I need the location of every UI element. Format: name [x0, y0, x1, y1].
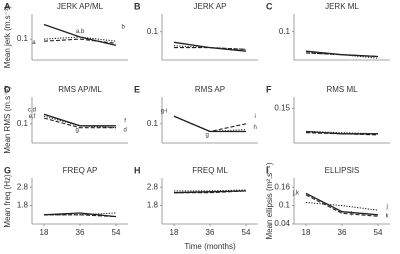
y-axis-label: Mean RMS (m.s⁻²)	[3, 86, 12, 154]
series-line	[43, 117, 116, 129]
y-tick-label: 0.1	[147, 27, 159, 36]
panel-title: RMS AP/ML	[58, 85, 102, 94]
panel-label: E	[134, 84, 140, 94]
series-line	[305, 201, 379, 211]
panel-label: D	[4, 84, 11, 94]
series-line	[43, 36, 117, 42]
series-line	[43, 38, 117, 44]
series-line	[305, 192, 379, 216]
x-tick-label: 36	[338, 228, 347, 237]
panel-title: FREQ AP	[63, 166, 98, 175]
series-line	[305, 52, 379, 59]
annotation: d	[123, 128, 126, 134]
annotation: h	[253, 125, 256, 131]
annotation: g	[75, 128, 78, 134]
y-tick-label: 0.1	[17, 34, 29, 43]
y-axis-label: Mean jerk (m.s⁻³)	[3, 5, 12, 68]
panel-title: JERK ML	[325, 2, 359, 11]
annotation: l	[351, 211, 352, 217]
annotation: c,d	[28, 107, 36, 113]
series-line	[43, 113, 116, 127]
panel-title: RMS AP	[195, 85, 225, 94]
annotation: i	[254, 114, 255, 120]
panel-label: H	[134, 165, 141, 175]
annotation: g	[205, 132, 208, 138]
panel-label: A	[4, 1, 11, 11]
panel-label: G	[4, 165, 11, 175]
series-line	[174, 190, 247, 194]
panel-label: B	[134, 1, 141, 11]
series-line	[174, 189, 247, 192]
y-tick-label: 0.1	[17, 119, 29, 128]
y-tick-label: 0.04	[274, 219, 290, 228]
y-tick-label: 0.1	[147, 119, 159, 128]
x-tick-label: 54	[112, 228, 121, 237]
panel-label: C	[266, 1, 273, 11]
panel-title: ELLIPSIS	[325, 166, 360, 175]
panel-title: JERK AP	[194, 2, 227, 11]
panel-label: I	[266, 165, 269, 175]
panel-title: FREQ ML	[192, 166, 228, 175]
x-tick-label: 54	[242, 228, 251, 237]
annotation: a	[32, 40, 36, 46]
series-line	[173, 115, 247, 133]
x-tick-label: 18	[170, 228, 179, 237]
annotation: j,k	[292, 190, 300, 196]
y-tick-label: 0.1	[279, 201, 291, 210]
y-tick-label: 0.16	[274, 182, 290, 191]
annotation: g-i	[161, 108, 168, 114]
x-tick-label: 54	[374, 228, 383, 237]
y-tick-label: 1.8	[147, 201, 159, 210]
series-line	[44, 212, 117, 216]
x-tick-label: 18	[40, 228, 49, 237]
annotation: a,b	[76, 29, 85, 35]
series-line	[305, 194, 379, 217]
series-line	[305, 130, 379, 135]
annotation: k	[386, 213, 390, 219]
annotation: f	[124, 118, 126, 124]
series-line	[173, 115, 246, 133]
x-tick-label: 18	[302, 228, 311, 237]
y-axis-label: Mean freq (Hz)	[3, 174, 12, 228]
y-tick-label: 2.8	[147, 182, 159, 191]
series-line	[173, 115, 247, 133]
series-line	[173, 45, 247, 50]
series-line	[305, 132, 379, 136]
x-axis-label: Time (months)	[184, 242, 236, 251]
y-tick-label: 0.15	[274, 104, 290, 113]
panel-label: F	[266, 84, 272, 94]
annotation: b	[122, 24, 126, 30]
y-tick-label: 1.8	[17, 201, 29, 210]
series-line	[43, 212, 117, 218]
x-tick-label: 36	[206, 228, 215, 237]
annotation: e,f	[29, 114, 36, 120]
panel-title: RMS ML	[326, 85, 358, 94]
annotation: j	[385, 204, 387, 210]
x-tick-label: 36	[76, 228, 85, 237]
y-tick-label: 2.8	[17, 182, 29, 191]
panel-title: JERK AP/ML	[57, 2, 104, 11]
y-axis-label: Mean ellipsis (m².s⁻⁴)	[265, 162, 274, 239]
y-tick-label: 0.1	[279, 27, 291, 36]
